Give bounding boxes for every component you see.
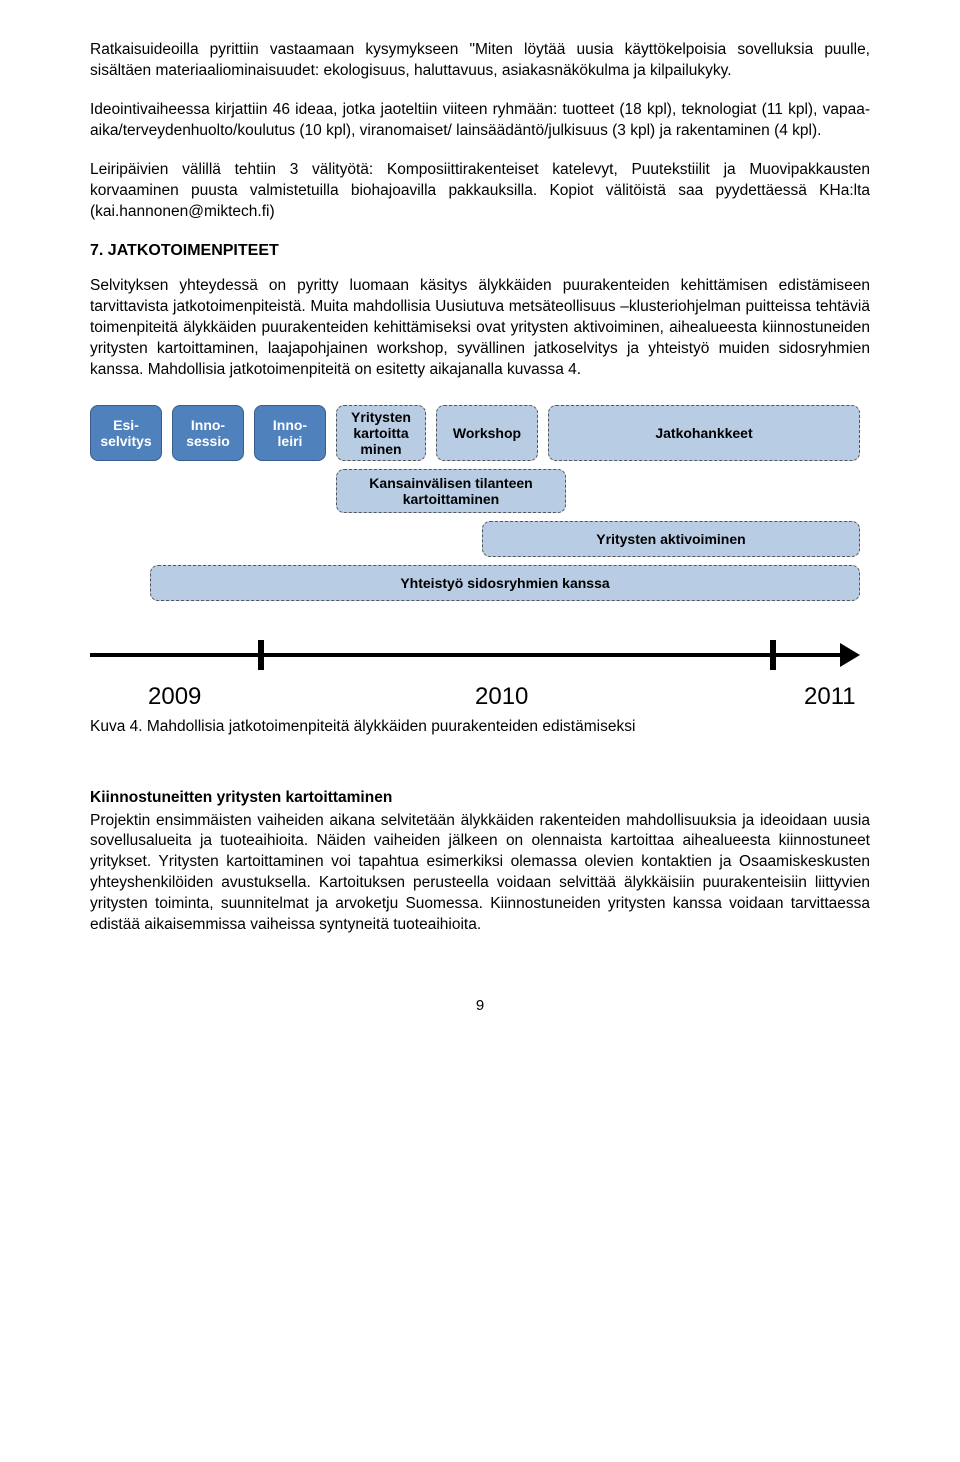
year-label-2011: 2011 <box>804 681 856 713</box>
dashed-box-kv-tila: Kansainvälisen tilanteenkartoittaminen <box>336 469 566 513</box>
paragraph-4: Selvityksen yhteydessä on pyritty luomaa… <box>90 276 870 381</box>
timeline-tick-0 <box>258 640 264 670</box>
timeline-diagram: Esi-selvitysInno-sessioInno-leiriYrityst… <box>90 405 870 715</box>
page-number: 9 <box>90 996 870 1016</box>
dashed-box-aktivointi: Yritysten aktivoiminen <box>482 521 860 557</box>
section-heading: 7. JATKOTOIMENPITEET <box>90 240 870 262</box>
timeline <box>90 635 860 675</box>
dashed-box-sidosryhm: Yhteistyö sidosryhmien kanssa <box>150 565 860 601</box>
paragraph-5: Projektin ensimmäisten vaiheiden aikana … <box>90 811 870 937</box>
year-label-2009: 2009 <box>148 681 201 713</box>
timeline-line <box>90 653 840 657</box>
solid-box-leiri: Inno-leiri <box>254 405 326 461</box>
year-label-2010: 2010 <box>475 681 528 713</box>
timeline-tick-1 <box>770 640 776 670</box>
figure-caption: Kuva 4. Mahdollisia jatkotoimenpiteitä ä… <box>90 717 870 738</box>
paragraph-2: Ideointivaiheessa kirjattiin 46 ideaa, j… <box>90 100 870 142</box>
dashed-box-yrit-kart: Yritystenkartoittaminen <box>336 405 426 461</box>
subsection-heading: Kiinnostuneitten yritysten kartoittamine… <box>90 788 870 809</box>
dashed-box-jatko: Jatkohankkeet <box>548 405 860 461</box>
solid-box-sessio: Inno-sessio <box>172 405 244 461</box>
paragraph-1: Ratkaisuideoilla pyrittiin vastaamaan ky… <box>90 40 870 82</box>
timeline-arrow-icon <box>840 643 860 667</box>
paragraph-3: Leiripäivien välillä tehtiin 3 välityötä… <box>90 160 870 223</box>
dashed-box-workshop: Workshop <box>436 405 538 461</box>
solid-box-esi: Esi-selvitys <box>90 405 162 461</box>
